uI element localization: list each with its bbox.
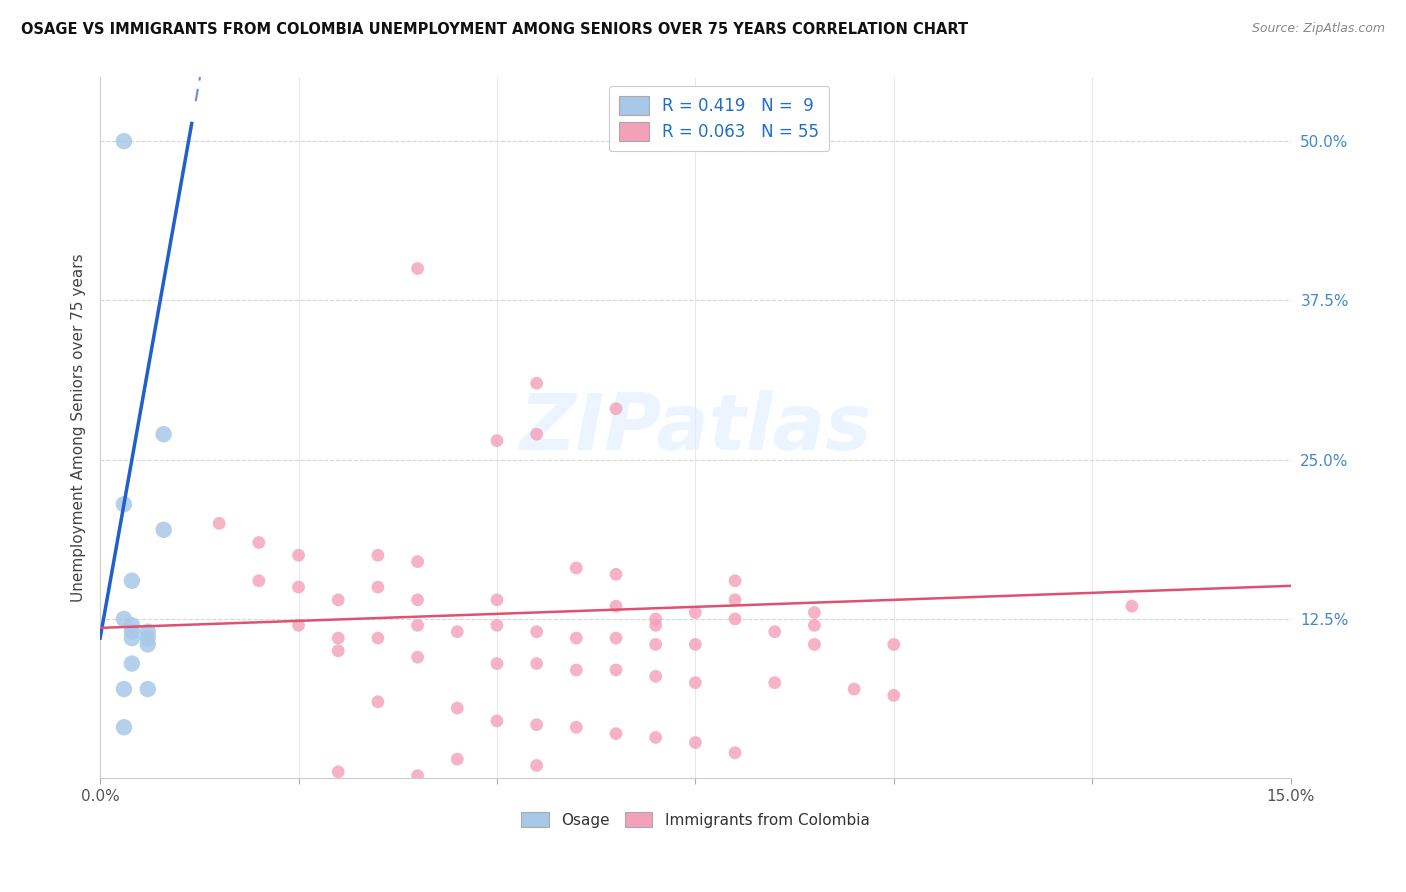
Point (136, 637, 159, 651)
Point (367, 695, 389, 709)
Point (406, 261, 429, 276)
Point (112, 612, 135, 626)
Point (565, 561, 588, 575)
Point (136, 681, 159, 696)
Point (485, 434, 508, 448)
Point (208, 516, 231, 531)
Point (112, 681, 135, 696)
Point (367, 580, 389, 594)
Point (526, 717, 548, 731)
Point (565, 663, 588, 677)
Legend: Osage, Immigrants from Colombia: Osage, Immigrants from Colombia (515, 805, 876, 834)
Point (485, 618, 508, 632)
Point (287, 548, 309, 562)
Point (328, 631, 350, 645)
Point (328, 644, 350, 658)
Point (1121, 599, 1143, 614)
Point (367, 548, 389, 562)
Point (485, 657, 508, 671)
Point (565, 631, 588, 645)
Text: OSAGE VS IMMIGRANTS FROM COLOMBIA UNEMPLOYMENT AMONG SENIORS OVER 75 YEARS CORRE: OSAGE VS IMMIGRANTS FROM COLOMBIA UNEMPL… (21, 22, 969, 37)
Point (446, 752, 468, 766)
Point (121, 657, 143, 671)
Point (406, 592, 429, 607)
Point (136, 631, 159, 645)
Point (803, 618, 825, 632)
Point (121, 631, 143, 645)
Point (328, 592, 350, 607)
Point (406, 618, 429, 632)
Point (644, 612, 666, 626)
Point (803, 606, 825, 620)
Point (724, 746, 747, 760)
Point (112, 720, 135, 734)
Point (112, 497, 135, 511)
Point (328, 764, 350, 779)
Point (605, 567, 627, 582)
Point (763, 675, 786, 690)
Point (842, 681, 865, 696)
Point (152, 427, 174, 442)
Point (112, 134, 135, 148)
Point (763, 624, 786, 639)
Point (287, 618, 309, 632)
Point (136, 624, 159, 639)
Point (605, 663, 627, 677)
Point (485, 592, 508, 607)
Point (644, 618, 666, 632)
Point (406, 650, 429, 665)
Point (446, 701, 468, 715)
Point (685, 637, 707, 651)
Point (724, 592, 747, 607)
Point (526, 624, 548, 639)
Point (644, 731, 666, 745)
Point (605, 726, 627, 740)
Point (526, 657, 548, 671)
Point (883, 689, 905, 703)
Point (685, 675, 707, 690)
Point (406, 555, 429, 569)
Point (367, 631, 389, 645)
Point (565, 720, 588, 734)
Point (526, 376, 548, 391)
Point (685, 606, 707, 620)
Point (247, 574, 270, 588)
Point (121, 624, 143, 639)
Point (526, 427, 548, 442)
Y-axis label: Unemployment Among Seniors over 75 years: Unemployment Among Seniors over 75 years (72, 253, 86, 602)
Point (644, 637, 666, 651)
Point (605, 631, 627, 645)
Point (724, 574, 747, 588)
Point (446, 624, 468, 639)
Point (406, 769, 429, 783)
Point (152, 523, 174, 537)
Point (803, 637, 825, 651)
Point (605, 599, 627, 614)
Point (247, 535, 270, 549)
Point (644, 669, 666, 683)
Point (287, 580, 309, 594)
Point (485, 714, 508, 728)
Point (605, 401, 627, 416)
Point (883, 637, 905, 651)
Point (121, 618, 143, 632)
Point (526, 758, 548, 772)
Point (685, 735, 707, 749)
Point (724, 612, 747, 626)
Text: ZIPatlas: ZIPatlas (519, 390, 872, 466)
Text: Source: ZipAtlas.com: Source: ZipAtlas.com (1251, 22, 1385, 36)
Point (121, 574, 143, 588)
